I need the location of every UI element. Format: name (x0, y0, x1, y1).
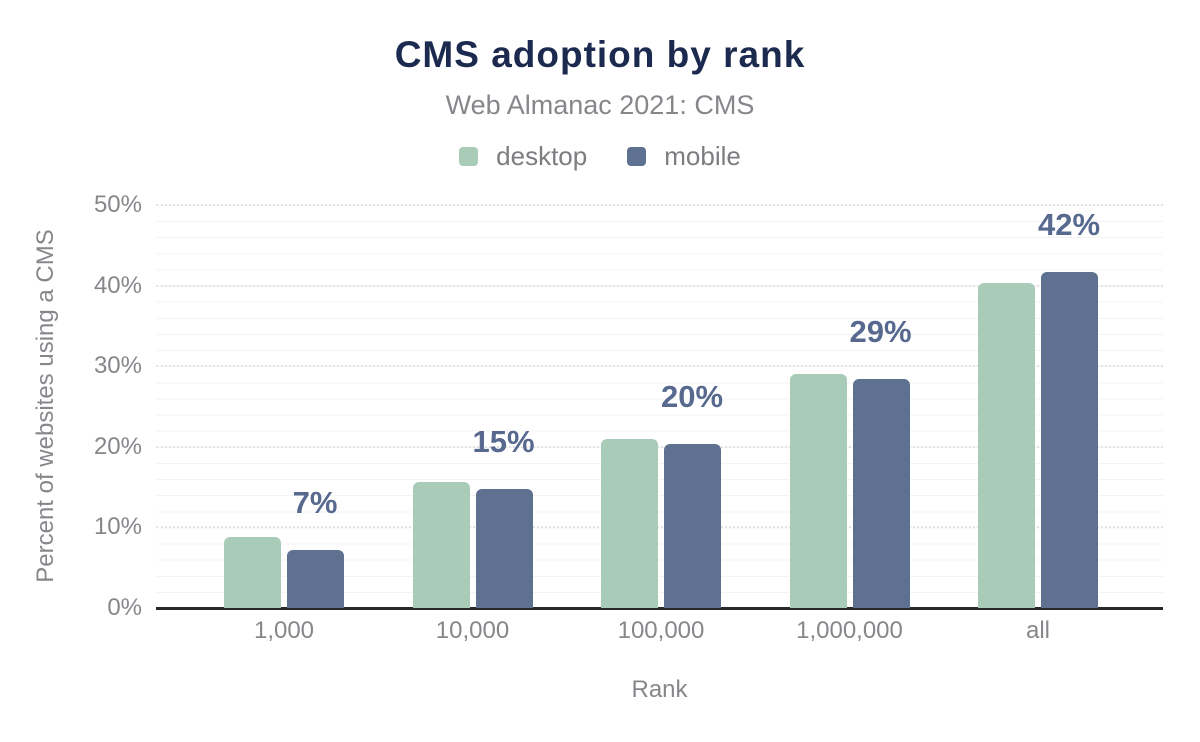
value-label: 29% (849, 314, 912, 350)
legend-label-mobile: mobile (664, 141, 741, 171)
value-label: 42% (1037, 206, 1101, 242)
chart-subtitle: Web Almanac 2021: CMS (445, 90, 755, 120)
mobile-bar (475, 488, 533, 608)
desktop-bar (978, 283, 1035, 608)
mobile-bar (852, 379, 910, 608)
x-axis-baseline (156, 607, 1163, 610)
bar-group: 7% (224, 487, 344, 608)
x-axis-tick-label: 1,000,000 (796, 617, 903, 644)
desktop-bar (412, 482, 470, 608)
major-gridline (156, 365, 1163, 368)
bar-group: 15% (412, 426, 535, 608)
bar-group: 20% (601, 381, 723, 608)
legend-label-desktop: desktop (496, 141, 588, 171)
y-axis-tick-label: 50% (93, 191, 142, 218)
mobile-bar (1041, 271, 1098, 608)
x-axis-title: Rank (631, 676, 688, 703)
bar-group: 29% (789, 316, 912, 608)
y-axis-tick-label: 10% (93, 513, 142, 541)
major-gridline (156, 526, 1163, 529)
x-axis-tick-label: 1,000 (253, 617, 315, 644)
legend: desktop mobile (0, 141, 1200, 172)
major-gridline (156, 204, 1163, 206)
x-axis-tick-label: 10,000 (435, 617, 510, 644)
value-label: 20% (660, 379, 724, 415)
legend-item-desktop: desktop (459, 141, 587, 172)
y-axis-tick-label: 0% (107, 594, 142, 621)
desktop-bar (601, 438, 658, 608)
chart-title: CMS adoption by rank (394, 34, 806, 75)
legend-item-mobile: mobile (627, 141, 741, 172)
mobile-bar (664, 444, 721, 608)
major-gridline (156, 445, 1163, 448)
plot-area: 7% 15% 20% 29% 42% (156, 204, 1163, 610)
y-axis-tick-label: 30% (93, 352, 142, 380)
y-axis-tick-label: 20% (93, 432, 142, 460)
y-axis-tick-label: 40% (93, 271, 142, 299)
mobile-series-swatch (627, 147, 647, 166)
desktop-bar (224, 537, 281, 608)
value-label: 7% (292, 484, 338, 520)
x-axis-tick-label: all (1025, 617, 1050, 644)
bar-group: 42% (978, 209, 1100, 608)
mobile-bar (287, 549, 344, 608)
major-gridline (156, 284, 1163, 287)
x-axis-tick-label: 100,000 (617, 617, 705, 644)
value-label: 15% (472, 423, 535, 459)
desktop-series-swatch (459, 147, 479, 166)
desktop-bar (789, 374, 847, 608)
